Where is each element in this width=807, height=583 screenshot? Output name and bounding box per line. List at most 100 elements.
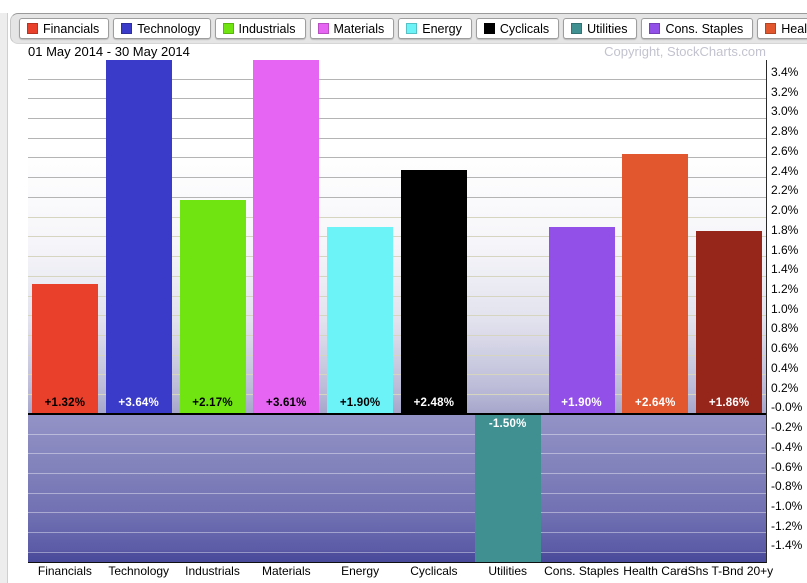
legend-item-label: Utilities	[587, 21, 628, 36]
gridline	[28, 256, 766, 258]
bar-value-label: -1.50%	[488, 418, 527, 431]
y-tick-label: 3.2%	[771, 84, 799, 99]
industrials-swatch-icon	[222, 23, 234, 34]
gridline	[28, 394, 766, 396]
legend-item-label: Financials	[43, 21, 100, 36]
y-tick-label: -1.4%	[771, 538, 803, 553]
legend-item-utilities[interactable]: Utilities	[563, 18, 638, 39]
x-axis-label-financials: Financials	[37, 564, 92, 578]
gridline	[28, 374, 766, 376]
y-tick-label: 0.6%	[771, 341, 799, 356]
legend-item-cyclicals[interactable]: Cyclicals	[475, 18, 560, 39]
cons-staples-swatch-icon	[649, 23, 661, 34]
bar-value-label: +2.48%	[413, 397, 455, 410]
legend-item-label: Industrials	[238, 21, 296, 36]
legend-item-label: Health Care	[781, 21, 807, 36]
bar-value-label: +2.64%	[635, 397, 676, 410]
gridline	[28, 117, 766, 119]
gridline	[28, 473, 766, 475]
bar-financials	[31, 284, 98, 414]
gridline	[28, 236, 766, 238]
bar-value-label: +1.90%	[339, 397, 381, 410]
x-axis-label-cons-staples: Cons. Staples	[544, 564, 619, 578]
chart-plot-area: +1.32% +3.64% +2.17% +3.61% +1.90% +2.48% -1.5…	[28, 60, 767, 563]
gridline	[28, 98, 766, 100]
y-tick-label: -1.0%	[771, 498, 803, 513]
bar-energy	[327, 226, 394, 414]
bar-utilities	[474, 415, 541, 562]
gridline	[28, 275, 766, 277]
gridline	[28, 512, 766, 514]
legend-item-label: Energy	[422, 21, 462, 36]
x-axis-label-cyclicals: Cyclicals	[410, 564, 458, 578]
y-tick-label: 1.6%	[771, 242, 799, 257]
x-axis-label-utilities: Utilities	[488, 564, 528, 578]
legend-item-cons-staples[interactable]: Cons. Staples	[641, 18, 754, 39]
financials-swatch-icon	[27, 23, 38, 34]
y-tick-label: 2.2%	[771, 183, 799, 198]
bar-value-label: +3.64%	[118, 397, 159, 410]
bar-cons-staples	[548, 226, 615, 414]
materials-swatch-icon	[317, 23, 329, 34]
legend-item-label: Materials	[333, 21, 385, 36]
x-axis-label-technology: Technology	[108, 564, 170, 578]
x-axis-labels: Financials Technology Industrials Materials…	[28, 564, 807, 580]
legend-item-energy[interactable]: Energy	[398, 18, 472, 39]
y-tick-label: -0.0%	[771, 400, 803, 415]
x-axis-label-health-care: Health Care	[623, 564, 688, 578]
gridline	[28, 433, 766, 435]
page-left-border	[0, 13, 8, 583]
y-tick-label: 0.4%	[771, 360, 799, 375]
y-tick-label: -1.2%	[771, 518, 803, 533]
y-tick-label: 2.8%	[771, 124, 799, 139]
gridline	[28, 354, 766, 356]
legend-item-materials[interactable]: Materials	[309, 18, 395, 39]
y-tick-label: 2.6%	[771, 143, 799, 158]
bar-industrials	[179, 200, 246, 414]
gridline	[28, 196, 766, 198]
x-axis-label-ishs-t-bnd-20-y: iShs T-Bnd 20+y	[685, 564, 774, 578]
bar-materials	[253, 60, 320, 414]
date-range-label: 01 May 2014 - 30 May 2014	[28, 44, 190, 59]
bar-health-care	[622, 153, 689, 414]
gridline	[28, 216, 766, 218]
legend-item-industrials[interactable]: Industrials	[214, 18, 306, 39]
gridline	[28, 157, 766, 159]
technology-swatch-icon	[121, 23, 133, 34]
y-tick-label: 2.0%	[771, 203, 799, 218]
y-tick-label: 0.2%	[771, 380, 799, 395]
legend-item-label: Technology	[137, 21, 201, 36]
y-tick-label: 2.4%	[771, 163, 799, 178]
bar-value-label: +1.32%	[44, 397, 86, 410]
x-axis-label-energy: Energy	[341, 564, 380, 578]
gridline	[28, 492, 766, 494]
gridline	[28, 532, 766, 534]
y-tick-label: 1.0%	[771, 301, 799, 316]
zero-line	[28, 413, 766, 416]
gridline	[28, 551, 766, 553]
y-tick-label: 3.0%	[771, 104, 799, 119]
y-axis-tick-labels: 3.4% 3.2% 3.0% 2.8% 2.6% 2.4% 2.2% 2.0% 1.8% 1.6%…	[771, 0, 807, 583]
x-axis-label-industrials: Industrials	[185, 564, 240, 578]
y-tick-label: -0.2%	[771, 420, 803, 435]
y-tick-label: 0.8%	[771, 321, 799, 336]
y-tick-label: -0.8%	[771, 479, 803, 494]
gridline	[28, 137, 766, 139]
bar-technology	[105, 60, 172, 414]
bar-ishs-t-bnd-20-y	[696, 230, 763, 414]
energy-swatch-icon	[406, 23, 418, 34]
bar-value-label: +3.61%	[266, 397, 307, 410]
copyright-label: Copyright, StockCharts.com	[604, 44, 766, 59]
gridline	[28, 334, 766, 336]
bar-value-label: +2.17%	[192, 397, 233, 410]
legend-item-health-care[interactable]: Health Care	[757, 18, 807, 39]
utilities-swatch-icon	[571, 23, 583, 34]
y-tick-label: 1.4%	[771, 262, 799, 277]
gridline	[28, 295, 766, 297]
legend-item-label: Cyclicals	[499, 21, 550, 36]
gridline	[28, 453, 766, 455]
legend-item-financials[interactable]: Financials	[19, 18, 110, 39]
legend-item-technology[interactable]: Technology	[113, 18, 211, 39]
y-tick-label: 1.2%	[771, 282, 799, 296]
cyclicals-swatch-icon	[483, 23, 495, 34]
